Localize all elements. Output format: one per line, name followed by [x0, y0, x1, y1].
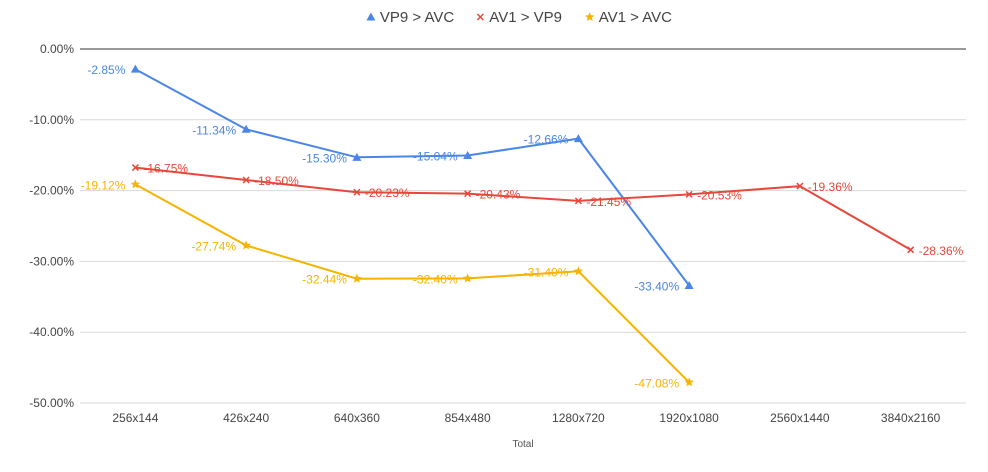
- x-marker: [685, 190, 693, 198]
- x-tick-label: 3840x2160: [881, 411, 941, 425]
- data-label: -20.43%: [476, 188, 521, 202]
- legend-label: AV1 > AVC: [599, 9, 672, 26]
- series-line: [134, 183, 690, 384]
- data-label: -20.23%: [365, 186, 410, 200]
- triangle-marker: [366, 12, 376, 21]
- x-tick-label: 426x240: [223, 411, 269, 425]
- data-label: -15.04%: [413, 149, 458, 163]
- x-axis-title: Total: [512, 439, 533, 450]
- star-marker: [130, 179, 141, 189]
- x-marker-stroke: [464, 190, 472, 198]
- x-marker-stroke: [574, 197, 582, 205]
- x-marker-stroke: [796, 182, 804, 190]
- data-label: -19.36%: [808, 180, 853, 194]
- series-line: [135, 166, 912, 251]
- data-label: -18.50%: [254, 174, 299, 188]
- x-marker: [907, 246, 915, 254]
- series-group: -2.85% -11.34% -15.30% -15.04% -12.66% -33.40…: [81, 63, 964, 390]
- star-marker: [584, 12, 595, 22]
- legend: VP9 > AVC AV1 > VP9 AV1 > AVC: [366, 9, 672, 26]
- star-marker: [241, 240, 251, 250]
- data-label: -21.45%: [586, 195, 631, 209]
- y-tick-label: -30.00%: [29, 254, 74, 268]
- x-tick-label: 256x144: [112, 411, 158, 425]
- x-marker: [131, 164, 139, 172]
- x-marker: [353, 188, 361, 196]
- data-label: -15.30%: [302, 151, 347, 165]
- star-marker: [573, 266, 584, 276]
- x-marker-stroke: [353, 188, 361, 196]
- data-label: -11.34%: [192, 123, 236, 137]
- x-tick-label: 2560x1440: [770, 411, 830, 425]
- x-marker-stroke: [242, 176, 250, 184]
- y-tick-label: 0.00%: [40, 42, 74, 56]
- x-tick-label: 1920x1080: [659, 411, 719, 425]
- series-line: [134, 68, 690, 287]
- data-label: -32.40%: [413, 272, 458, 286]
- data-label: -27.74%: [191, 239, 236, 253]
- triangle-marker: [684, 280, 694, 289]
- star-marker: [462, 273, 473, 283]
- legend-item: AV1 > AVC: [584, 9, 672, 26]
- x-marker: [242, 176, 250, 184]
- x-tick-label: 640x360: [334, 411, 380, 425]
- x-marker: [574, 197, 582, 205]
- y-axis: 0.00% -10.00% -20.00% -30.00% -40.00% -50.00%: [29, 42, 74, 410]
- data-label: -31.40%: [524, 265, 569, 279]
- triangle-marker: [241, 124, 251, 133]
- data-label: -2.85%: [87, 63, 125, 77]
- data-label: -20.53%: [697, 188, 742, 202]
- y-tick-label: -10.00%: [29, 113, 74, 127]
- y-tick-label: -50.00%: [29, 396, 74, 410]
- legend-item: AV1 > VP9: [476, 9, 562, 26]
- triangle-marker: [352, 152, 362, 161]
- series-1: -16.75% -18.50% -20.23% -20.43% -21.45% -20.5…: [131, 162, 964, 258]
- x-marker-stroke: [131, 164, 139, 172]
- triangle-marker: [573, 134, 583, 143]
- triangle-marker: [463, 150, 473, 159]
- star-marker: [352, 273, 362, 283]
- x-marker-stroke: [907, 246, 915, 254]
- x-marker: [796, 182, 804, 190]
- legend-label: AV1 > VP9: [489, 9, 562, 26]
- data-label: -47.08%: [634, 376, 679, 390]
- x-marker: [464, 190, 472, 198]
- legend-label: VP9 > AVC: [380, 9, 455, 26]
- star-marker: [684, 377, 694, 387]
- data-label: -28.36%: [919, 244, 964, 258]
- y-tick-label: -40.00%: [29, 325, 74, 339]
- series-0: -2.85% -11.34% -15.30% -15.04% -12.66% -33.40…: [87, 63, 694, 293]
- x-tick-label: 854x480: [445, 411, 491, 425]
- triangle-marker: [130, 64, 140, 73]
- x-marker: [476, 13, 484, 21]
- x-tick-label: 1280x720: [552, 411, 605, 425]
- data-label: -19.12%: [81, 178, 126, 192]
- x-marker-stroke: [476, 13, 484, 21]
- data-label: -16.75%: [143, 162, 188, 176]
- legend-item: VP9 > AVC: [366, 9, 454, 26]
- x-axis: 256x144 426x240 640x360 854x480 1280x720 1920…: [112, 411, 940, 425]
- data-label: -33.40%: [634, 279, 679, 293]
- x-marker-stroke: [685, 190, 693, 198]
- series-2: -19.12% -27.74% -32.44% -32.40% -31.40% -47.0…: [81, 178, 694, 390]
- y-tick-label: -20.00%: [29, 184, 74, 198]
- data-label: -32.44%: [302, 273, 347, 287]
- data-label: -12.66%: [524, 133, 569, 147]
